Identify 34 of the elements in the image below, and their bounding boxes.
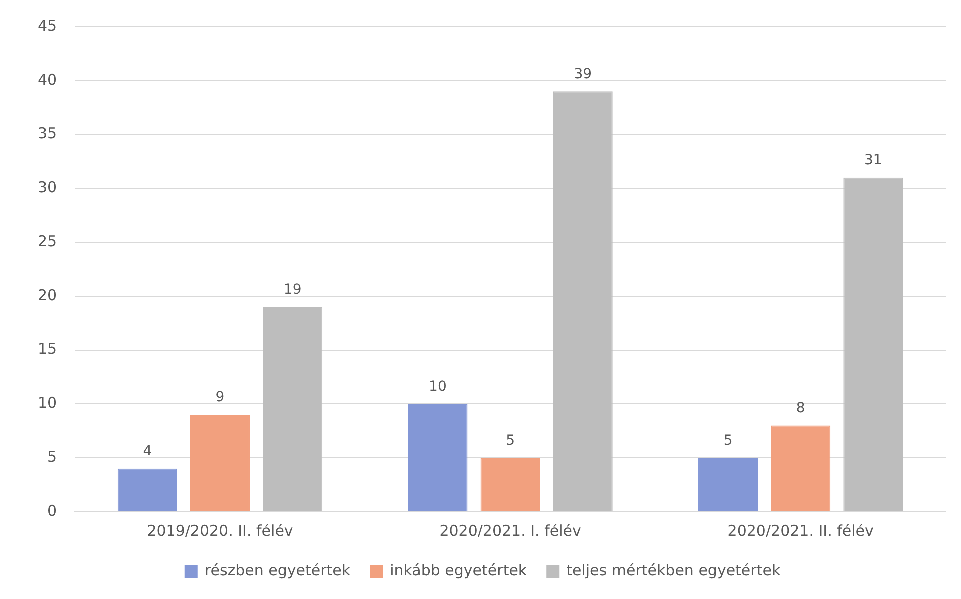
y-tick-label: 35 [38,124,58,143]
y-tick-label: 40 [38,70,58,89]
bar [844,178,904,512]
data-label: 39 [574,66,592,82]
legend-label: inkább egyetértek [390,561,528,580]
y-tick-label: 45 [38,16,58,35]
data-label: 19 [284,282,302,298]
bar [553,92,613,512]
x-tick-label: 2019/2020. II. félév [147,522,294,540]
y-tick-label: 10 [38,394,58,412]
data-label: 9 [216,390,225,406]
y-tick-label: 0 [48,502,58,520]
y-tick-label: 20 [38,286,58,304]
x-tick-label: 2020/2021. II. félév [728,522,874,540]
x-tick-label: 2020/2021. I. félév [440,522,582,540]
data-label: 10 [429,378,447,395]
data-label: 4 [143,444,152,460]
bar [771,426,831,512]
bar [408,404,468,512]
y-tick-label: 15 [38,340,58,358]
data-label: 5 [506,432,516,449]
legend-label: teljes mértékben egyetértek [566,561,781,580]
legend-label: részben egyetértek [204,561,351,580]
data-label: 5 [724,432,733,449]
data-label: 8 [796,400,806,416]
bar [190,415,250,512]
y-tick-label: 25 [38,232,58,250]
bar [698,458,758,512]
y-tick-label: 5 [48,448,58,466]
bar [118,468,178,512]
y-tick-label: 30 [38,178,58,197]
bar [480,458,540,512]
bar [263,307,323,512]
data-label: 31 [864,152,882,169]
